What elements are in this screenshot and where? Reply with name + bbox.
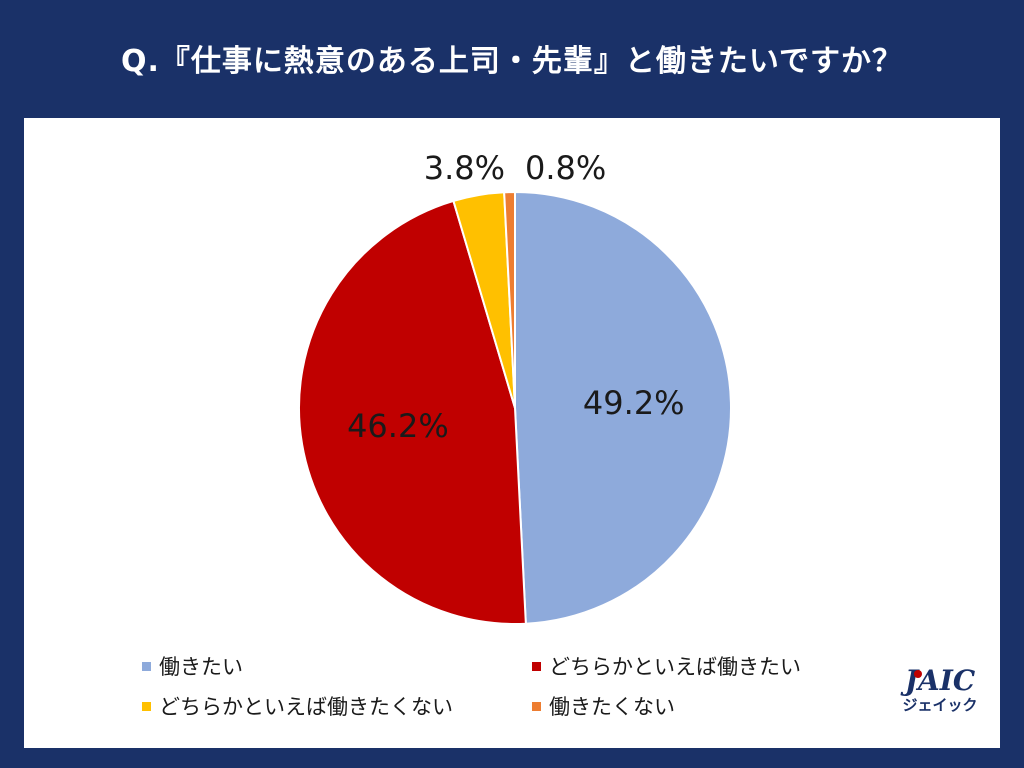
pie-label-4: 0.8% [525, 149, 606, 187]
pie-label-2: 46.2% [347, 407, 449, 445]
pie-slice-2 [298, 199, 527, 625]
legend-swatch-2 [532, 661, 541, 671]
legend-swatch-1 [142, 661, 151, 671]
pie-slice-1 [514, 190, 732, 625]
logo-main-text: JAIC [904, 664, 976, 697]
legend-item-4: 働きたくない [532, 691, 675, 721]
legend-item-3: どちらかといえば働きたくない [142, 691, 453, 721]
legend-label-2: どちらかといえば働きたい [549, 655, 801, 679]
logo-dot-icon [914, 670, 922, 678]
legend-swatch-4 [532, 701, 541, 711]
legend-label-4: 働きたくない [549, 695, 675, 719]
pie-label-3: 3.8% [424, 149, 505, 187]
legend-item-2: どちらかといえば働きたい [532, 651, 801, 681]
pie-label-1: 49.2% [583, 384, 685, 422]
jaic-logo: JAIC ジェイック [890, 664, 990, 715]
legend-label-1: 働きたい [159, 655, 243, 679]
page-title: Q.『仕事に熱意のある上司・先輩』と働きたいですか？ [121, 44, 903, 79]
pie-slice-4 [503, 190, 516, 409]
legend-label-3: どちらかといえば働きたくない [159, 695, 453, 719]
legend-swatch-3 [142, 701, 151, 711]
pie-chart: 49.2% 46.2% 3.8% 0.8% [298, 149, 732, 625]
chart-panel: 49.2% 46.2% 3.8% 0.8% 働きたい どちらかといえば働きたい どちら… [24, 118, 1000, 748]
legend-item-1: 働きたい [142, 651, 243, 681]
logo-sub-text: ジェイック [902, 696, 978, 714]
